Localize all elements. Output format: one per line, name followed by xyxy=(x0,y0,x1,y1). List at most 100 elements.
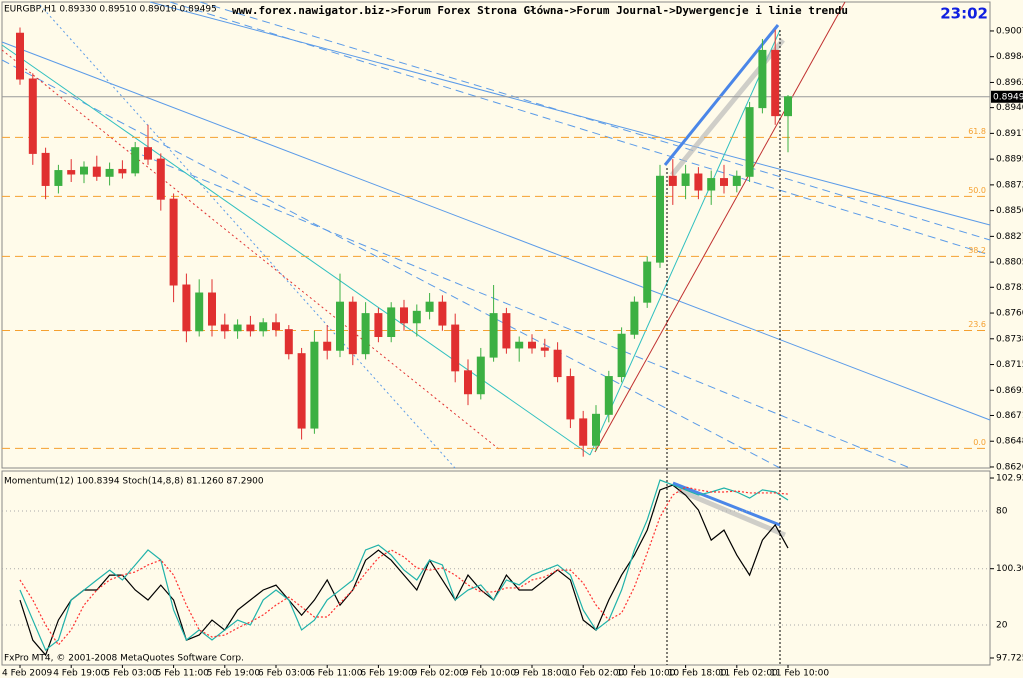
indicator-line xyxy=(19,486,789,646)
x-tick-label: 9 Feb 10:00 xyxy=(463,669,517,678)
candle-body xyxy=(720,178,728,186)
indicator-line xyxy=(19,479,789,652)
candle-body xyxy=(361,313,370,355)
candle-body xyxy=(182,284,191,332)
y-tick-label: 80 xyxy=(996,507,1008,517)
candle-body xyxy=(451,324,460,372)
x-tick-label: 11 Feb 10:00 xyxy=(770,669,829,678)
candle-body xyxy=(438,301,447,326)
candle-body xyxy=(502,313,511,349)
indicator-line xyxy=(19,484,789,657)
candle-body xyxy=(694,173,703,191)
candle-body xyxy=(16,32,24,80)
x-tick-label: 9 Feb 02:00 xyxy=(412,669,466,678)
candle-body xyxy=(54,170,63,186)
fib-level-label: 23.6 xyxy=(968,320,986,329)
candle-body xyxy=(131,147,140,174)
candle-body xyxy=(220,324,229,332)
candle-body xyxy=(246,324,255,332)
y-tick-label: 0.87380 xyxy=(996,334,1023,344)
x-tick-label: 4 Feb 2009 xyxy=(2,669,53,678)
y-tick-label: 0.89400 xyxy=(996,103,1023,113)
candle-body xyxy=(144,147,152,160)
current-price-label: 0.89495 xyxy=(993,92,1023,102)
candle-body xyxy=(604,376,613,415)
current-price-box xyxy=(991,90,1023,103)
candle-body xyxy=(387,307,396,338)
candle-body xyxy=(643,261,652,303)
candle-body xyxy=(732,175,741,186)
indicator-panel xyxy=(1,470,991,666)
y-tick-label: 0.86485 xyxy=(996,437,1023,447)
candle-body xyxy=(400,307,408,324)
trend-line xyxy=(149,1,991,226)
symbol-info: EURGBP,H1 0.89330 0.89510 0.89010 0.8949… xyxy=(4,5,217,15)
candle-body xyxy=(592,413,600,446)
divergence-line xyxy=(672,481,781,527)
candle-body xyxy=(528,341,536,349)
trend-line xyxy=(594,1,846,453)
trend-line xyxy=(1,59,781,469)
trend-line xyxy=(1,49,501,451)
x-tick-label: 6 Feb 03:00 xyxy=(258,669,312,678)
fib-level-label: 0.0 xyxy=(973,438,986,447)
candle-body xyxy=(617,333,626,378)
page-title: www.forex.nawigator.biz->Forum Forex Str… xyxy=(232,4,848,17)
trend-lines xyxy=(1,1,991,665)
candle-body xyxy=(771,49,780,117)
y-tick-label: 0.88950 xyxy=(996,155,1023,165)
candle-body xyxy=(348,301,357,355)
candle-body xyxy=(668,175,677,186)
fib-level-label: 61.8 xyxy=(968,127,986,136)
candle-body xyxy=(784,96,792,117)
candle-body xyxy=(233,324,242,332)
candle-body xyxy=(515,341,524,349)
x-tick-label: 4 Feb 19:00 xyxy=(53,669,107,678)
candle-body xyxy=(28,78,37,154)
y-tick-label: 0.90070 xyxy=(996,26,1023,36)
candle-body xyxy=(540,347,549,351)
candle-body xyxy=(310,341,319,429)
y-tick-label: 0.88275 xyxy=(996,232,1023,242)
y-tick-label: 0.87155 xyxy=(996,360,1023,370)
candle-body xyxy=(336,301,344,351)
candle-body xyxy=(105,168,114,177)
candle-body xyxy=(425,301,434,312)
candle-body xyxy=(758,49,767,109)
candle-body xyxy=(208,292,216,326)
y2-tick-label: 97.725 xyxy=(996,653,1023,663)
candle-body xyxy=(374,313,383,338)
y-tick-label: 0.86710 xyxy=(996,411,1023,421)
y-tick-label: 0.86260 xyxy=(996,462,1023,472)
trend-line xyxy=(1,41,991,421)
x-tick-label: 10 Feb 02:00 xyxy=(565,669,624,678)
y-tick-label: 20 xyxy=(996,621,1008,631)
x-tick-label: 6 Feb 19:00 xyxy=(360,669,414,678)
candle-body xyxy=(553,349,562,378)
candle-body xyxy=(195,292,204,332)
y-tick-label: 0.88725 xyxy=(996,180,1023,190)
candle-body xyxy=(272,322,280,331)
trend-line xyxy=(589,29,781,456)
trend-line xyxy=(1,44,591,456)
trend-line xyxy=(199,1,991,241)
main-panel xyxy=(1,1,991,469)
candle-body xyxy=(579,418,588,446)
y2-tick-label: 100.3048 xyxy=(996,564,1023,574)
candle-body xyxy=(156,158,165,200)
x-tick-label: 5 Feb 19:00 xyxy=(207,669,261,678)
y-tick-label: 0.89175 xyxy=(996,129,1023,139)
candle-body xyxy=(745,107,754,177)
candle-body xyxy=(566,376,575,420)
candle-body xyxy=(464,370,472,395)
candle-body xyxy=(41,152,50,186)
candle-body xyxy=(284,329,293,355)
candle-body xyxy=(118,168,127,174)
indicator-title: Momentum(12) 100.8394 Stoch(14,8,8) 81.1… xyxy=(4,477,264,487)
y-tick-label: 0.89845 xyxy=(996,52,1023,62)
x-tick-label: 10 Feb 18:00 xyxy=(668,669,727,678)
y2-tick-label: 102.925 xyxy=(996,474,1023,484)
candle-body xyxy=(412,310,421,324)
y-tick-label: 0.89620 xyxy=(996,78,1023,88)
